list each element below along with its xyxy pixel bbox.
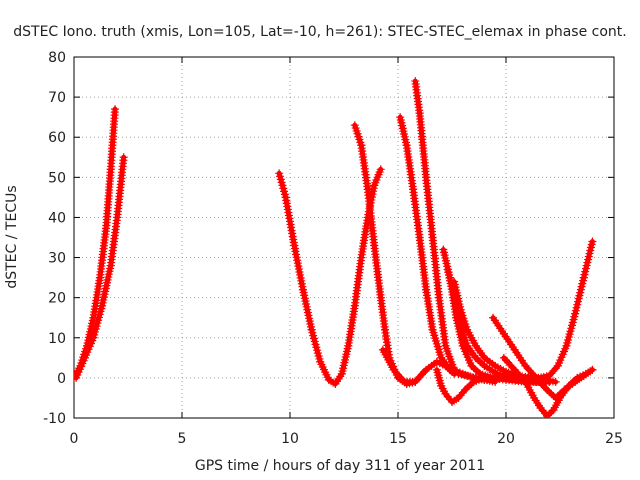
x-tick-label: 25 [605, 431, 623, 447]
data-point [551, 377, 560, 386]
data-point [376, 165, 385, 174]
data-point [588, 365, 597, 374]
y-tick-label: 20 [48, 291, 66, 307]
data-point [450, 369, 459, 378]
x-tick-label: 20 [497, 431, 515, 447]
x-tick-label: 5 [178, 431, 187, 447]
data-marks [74, 77, 597, 418]
series-track [501, 355, 595, 418]
x-tick-label: 0 [70, 431, 79, 447]
x-tick-label: 10 [281, 431, 299, 447]
x-tick-label: 15 [389, 431, 407, 447]
data-series-2 [74, 153, 128, 382]
data-point [119, 153, 128, 162]
y-tick-label: 10 [48, 331, 66, 347]
data-point [111, 105, 120, 114]
y-tick-label: 80 [48, 50, 66, 66]
data-series-14 [523, 237, 597, 382]
x-axis-label: GPS time / hours of day 311 of year 2011 [195, 458, 485, 474]
y-tick-label: 60 [48, 130, 66, 146]
chart-title: dSTEC Iono. truth (xmis, Lon=105, Lat=-1… [13, 24, 626, 40]
y-axis-label: dSTEC / TECUs [4, 185, 20, 288]
y-tick-label: 40 [48, 210, 66, 226]
plot-frame [73, 56, 615, 419]
data-series-7 [378, 345, 459, 386]
data-series-13 [499, 353, 597, 418]
y-tick-label: 70 [48, 90, 66, 106]
series-track [397, 114, 498, 385]
y-tick-label: 50 [48, 170, 66, 186]
y-tick-label: 30 [48, 251, 66, 267]
y-tick-label: -10 [43, 411, 66, 427]
y-tick-label: 0 [57, 371, 66, 387]
data-series-3 [275, 165, 385, 388]
data-point [588, 237, 597, 246]
